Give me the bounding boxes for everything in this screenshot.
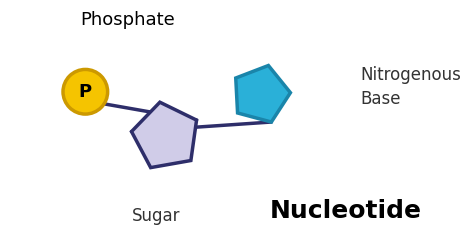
Ellipse shape: [63, 69, 108, 114]
Text: Nitrogenous
Base: Nitrogenous Base: [360, 66, 461, 108]
Polygon shape: [236, 65, 291, 122]
Text: P: P: [79, 83, 92, 101]
Polygon shape: [131, 102, 197, 168]
Text: Sugar: Sugar: [132, 207, 181, 225]
Text: Phosphate: Phosphate: [81, 11, 175, 29]
Text: Nucleotide: Nucleotide: [270, 199, 422, 223]
